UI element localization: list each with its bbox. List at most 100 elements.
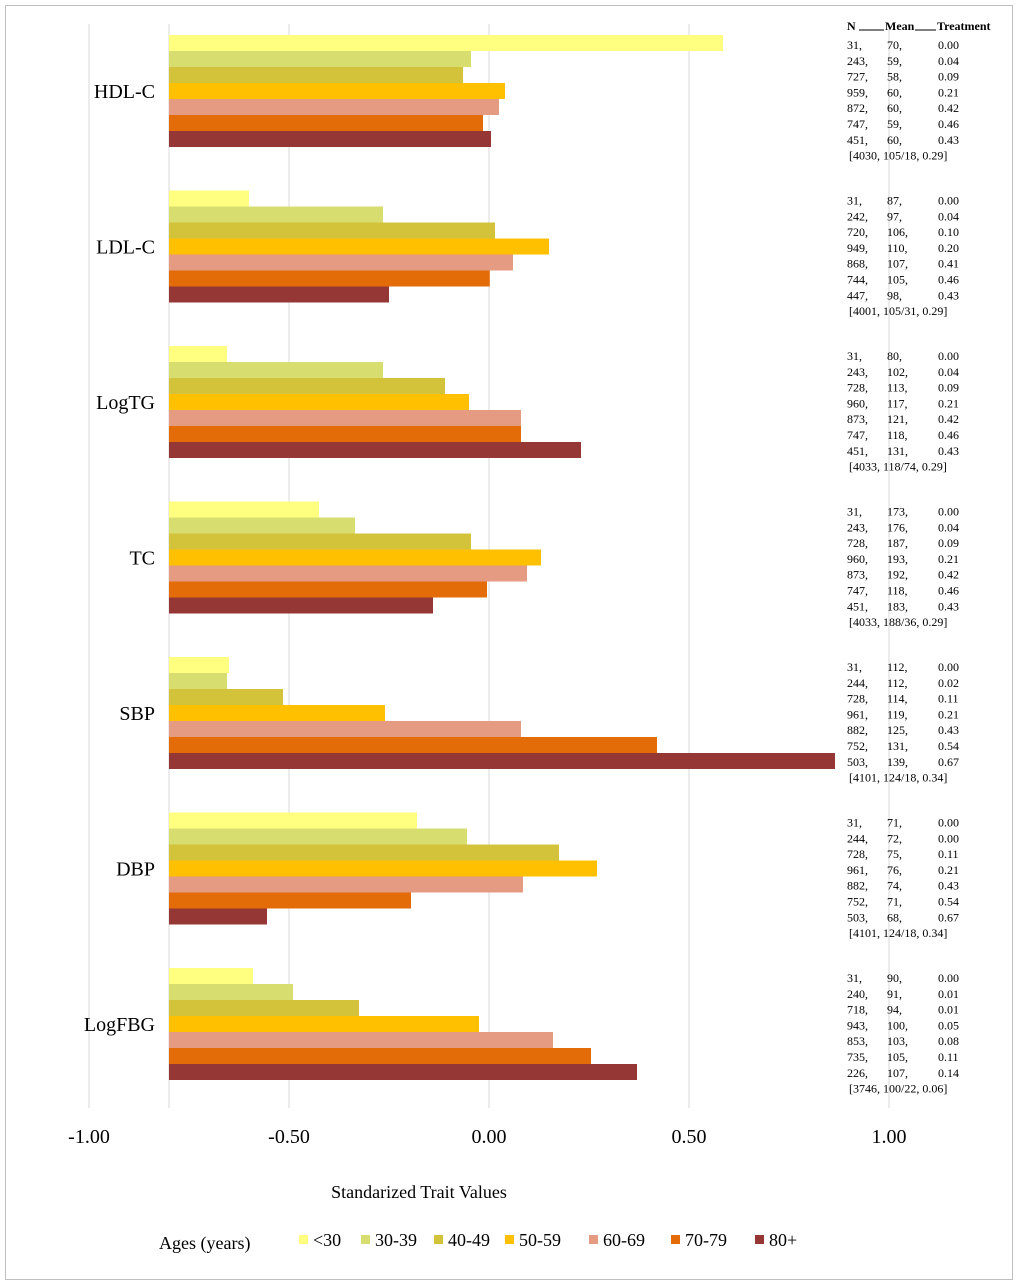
bar-dbp-3 <box>169 860 597 877</box>
bar-logtg-2 <box>169 378 445 394</box>
annotation-n-4-3: 961, <box>847 707 868 721</box>
annotation-mean-0-2: 58, <box>887 70 902 84</box>
trait-label-sbp: SBP <box>119 703 155 725</box>
annotation-n-5-4: 882, <box>847 879 868 893</box>
trait-label-logtg: LogTG <box>96 392 155 414</box>
bar-logfbg-3 <box>169 1016 479 1032</box>
bar-ldl-c-2 <box>169 222 495 239</box>
annotation-treatment-3-4: 0.42 <box>938 568 959 582</box>
annotation-mean-5-1: 72, <box>887 831 902 845</box>
annotation-mean-1-4: 107, <box>887 257 908 271</box>
bar-hdl-c-2 <box>169 67 463 83</box>
annotation-n-1-5: 744, <box>847 273 868 287</box>
annotation-n-0-5: 747, <box>847 117 868 131</box>
annotation-n-1-0: 31, <box>847 194 862 208</box>
annotation-treatment-4-5: 0.54 <box>938 739 959 753</box>
annotation-n-6-6: 226, <box>847 1066 868 1080</box>
annotation-mean-4-0: 112, <box>887 660 908 674</box>
annotation-mean-0-5: 59, <box>887 117 902 131</box>
x-tick-2: 0.00 <box>472 1126 507 1148</box>
annotation-mean-0-4: 60, <box>887 101 902 115</box>
bar-sbp-5 <box>169 737 657 753</box>
bar-ldl-c-1 <box>169 206 383 223</box>
annotation-treatment-3-2: 0.09 <box>938 536 959 550</box>
annotation-n-5-6: 503, <box>847 910 868 924</box>
bar-dbp-1 <box>169 828 467 845</box>
annotation-mean-6-6: 107, <box>887 1066 908 1080</box>
bar-ldl-c-0 <box>169 190 249 207</box>
trait-label-tc: TC <box>129 548 155 570</box>
annotation-n-2-1: 243, <box>847 365 868 379</box>
bar-dbp-6 <box>169 908 267 925</box>
annotation-mean-6-0: 90, <box>887 971 902 985</box>
annotation-mean-5-2: 75, <box>887 847 902 861</box>
annotation-summary-6: [3746, 100/22, 0.06] <box>849 1082 947 1096</box>
annotation-n-0-0: 31, <box>847 38 862 52</box>
annotation-mean-6-5: 105, <box>887 1050 908 1064</box>
annotation-n-6-2: 718, <box>847 1003 868 1017</box>
bar-logtg-1 <box>169 362 383 378</box>
annotation-mean-5-4: 74, <box>887 879 902 893</box>
annotation-treatment-6-4: 0.08 <box>938 1034 959 1048</box>
annotation-treatment-5-0: 0.00 <box>938 816 959 830</box>
annotation-n-2-3: 960, <box>847 396 868 410</box>
annotation-n-3-4: 873, <box>847 568 868 582</box>
annotation-n-1-4: 868, <box>847 257 868 271</box>
bar-logfbg-0 <box>169 968 253 984</box>
annotation-n-1-3: 949, <box>847 241 868 255</box>
bar-hdl-c-3 <box>169 83 505 99</box>
bar-logtg-0 <box>169 346 227 362</box>
annotation-mean-6-2: 94, <box>887 1003 902 1017</box>
annotation-treatment-4-2: 0.11 <box>938 692 959 706</box>
annotation-mean-3-2: 187, <box>887 536 908 550</box>
annotation-treatment-3-5: 0.46 <box>938 584 959 598</box>
annotation-n-4-4: 882, <box>847 723 868 737</box>
annotation-summary-5: [4101, 124/18, 0.34] <box>849 926 947 940</box>
bar-sbp-2 <box>169 689 283 705</box>
annotation-mean-3-5: 118, <box>887 584 908 598</box>
annotation-treatment-2-5: 0.46 <box>938 428 959 442</box>
annotation-n-3-3: 960, <box>847 552 868 566</box>
annotation-mean-2-2: 113, <box>887 381 908 395</box>
bar-ldl-c-6 <box>169 286 389 303</box>
annotation-treatment-1-1: 0.04 <box>938 209 959 223</box>
annotation-n-1-2: 720, <box>847 225 868 239</box>
annotation-n-0-1: 243, <box>847 54 868 68</box>
trait-label-hdl-c: HDL-C <box>94 81 155 103</box>
annotation-mean-2-1: 102, <box>887 365 908 379</box>
annotation-mean-3-6: 183, <box>887 599 908 613</box>
annotation-treatment-5-2: 0.11 <box>938 847 959 861</box>
annotation-mean-6-3: 100, <box>887 1018 908 1032</box>
annotation-n-0-4: 872, <box>847 101 868 115</box>
legend-swatch-1 <box>361 1235 370 1244</box>
annotation-n-6-5: 735, <box>847 1050 868 1064</box>
legend-swatch-0 <box>299 1235 308 1244</box>
annotation-treatment-6-6: 0.14 <box>938 1066 959 1080</box>
annotation-mean-4-3: 119, <box>887 707 908 721</box>
annotation-n-5-5: 752, <box>847 895 868 909</box>
annotation-treatment-5-6: 0.67 <box>938 910 959 924</box>
annotation-treatment-4-1: 0.02 <box>938 676 959 690</box>
bar-tc-2 <box>169 533 471 550</box>
annotation-treatment-0-1: 0.04 <box>938 54 959 68</box>
bar-dbp-4 <box>169 876 523 893</box>
annotation-treatment-1-5: 0.46 <box>938 273 959 287</box>
annotation-n-6-1: 240, <box>847 987 868 1001</box>
annotation-summary-4: [4101, 124/18, 0.34] <box>849 771 947 785</box>
annotation-mean-0-3: 60, <box>887 85 902 99</box>
bar-tc-3 <box>169 549 541 566</box>
bar-logfbg-6 <box>169 1064 637 1080</box>
annotation-mean-4-1: 112, <box>887 676 908 690</box>
annotation-mean-5-6: 68, <box>887 910 902 924</box>
annotation-treatment-2-2: 0.09 <box>938 381 959 395</box>
annotation-treatment-2-6: 0.43 <box>938 444 959 458</box>
annotation-summary-1: [4001, 105/31, 0.29] <box>849 304 947 318</box>
annotation-treatment-3-0: 0.00 <box>938 505 959 519</box>
annotation-header-n: N <box>847 19 856 33</box>
annotation-mean-1-6: 98, <box>887 288 902 302</box>
trait-label-logfbg: LogFBG <box>84 1014 155 1036</box>
annotation-treatment-5-5: 0.54 <box>938 895 959 909</box>
annotation-mean-6-1: 91, <box>887 987 902 1001</box>
annotation-mean-2-5: 118, <box>887 428 908 442</box>
annotation-n-6-4: 853, <box>847 1034 868 1048</box>
